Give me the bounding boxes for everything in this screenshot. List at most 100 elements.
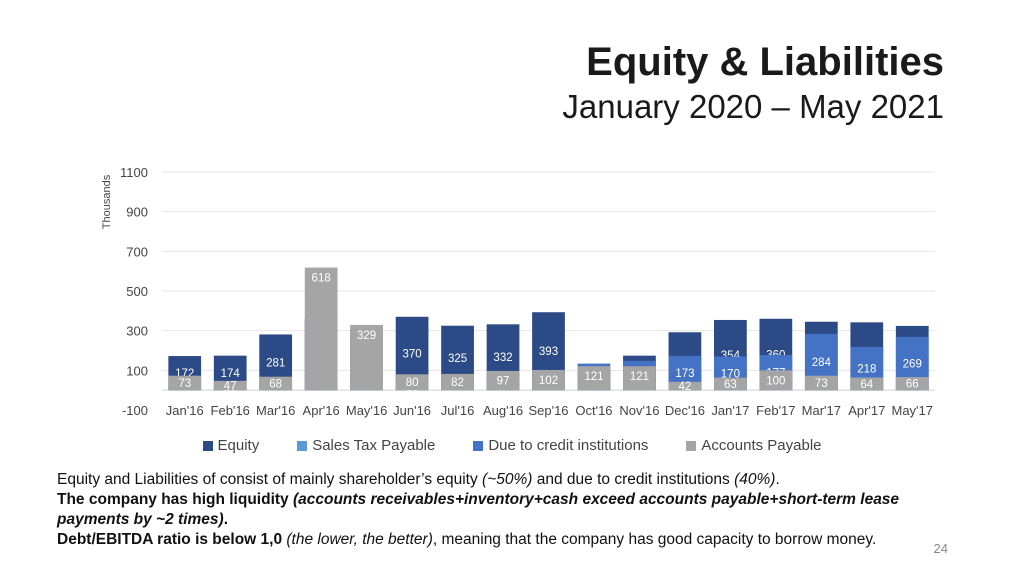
bar-segment-accounts-payable <box>168 375 202 391</box>
data-label: 332 <box>493 352 512 364</box>
y-tick-label: 700 <box>126 244 148 259</box>
page-number: 24 <box>933 541 948 556</box>
y-axis-label: Thousands <box>101 174 113 229</box>
data-label: 393 <box>539 346 558 358</box>
data-label: 42 <box>679 381 692 393</box>
note-text: The company has high liquidity <box>57 491 293 508</box>
gridlines <box>162 171 935 391</box>
bar-segment-accounts-payable <box>668 381 702 391</box>
bar-segment-accounts-payable <box>759 370 793 391</box>
bar-segment-accounts-payable <box>213 380 247 391</box>
x-tick-label: Sep'16 <box>528 403 568 418</box>
data-label: 66 <box>906 379 919 391</box>
note-text: and due to credit institutions <box>532 471 735 488</box>
data-label: 97 <box>497 376 510 388</box>
x-tick-label: Jan'17 <box>711 403 749 418</box>
x-tick-label: Jun'16 <box>393 403 431 418</box>
y-tick-label: 500 <box>126 284 148 299</box>
y-axis-ticks: -100 100 300 500 700 900 1100 <box>120 165 148 418</box>
bar-segment-accounts-payable <box>804 375 838 391</box>
bar-segment-accounts-payable <box>850 377 884 391</box>
data-label: 170 <box>721 368 740 380</box>
x-tick-label: May'16 <box>346 403 388 418</box>
bar-segment-accounts-payable <box>577 366 611 391</box>
note-text: . <box>223 511 229 528</box>
x-tick-label: Mar'17 <box>802 403 841 418</box>
note-line-1: Equity and Liabilities of consist of mai… <box>57 470 937 490</box>
x-tick-label: Dec'16 <box>665 403 705 418</box>
bars: 1721673174134728119683632061830616329370… <box>168 267 929 394</box>
data-label: 284 <box>812 357 832 369</box>
legend-label: Equity <box>217 437 260 454</box>
y-tick-label: 1100 <box>120 165 148 180</box>
data-label: 121 <box>584 371 603 383</box>
data-label: 80 <box>406 377 419 389</box>
bar-segment-accounts-payable <box>895 377 929 391</box>
data-label: 269 <box>903 358 922 370</box>
data-label: 329 <box>357 330 376 342</box>
legend-label: Sales Tax Payable <box>312 437 436 454</box>
x-tick-label: Mar'16 <box>256 403 295 418</box>
legend: Equity Sales Tax Payable Due to credit ins… <box>0 437 1024 454</box>
note-text: (accounts receivables+inventory+cash exc… <box>57 491 900 528</box>
bar-segment-accounts-payable <box>714 377 747 391</box>
legend-label: Accounts Payable <box>701 437 822 454</box>
legend-item: Sales Tax Payable <box>297 437 435 454</box>
bar-segment-accounts-payable <box>304 267 338 391</box>
legend-item: Accounts Payable <box>686 437 822 454</box>
x-axis-ticks: Jan'16 Feb'16 Mar'16 Apr'16 May'16 Jun'16 Jul'… <box>166 403 933 418</box>
x-tick-label: Apr'16 <box>303 403 340 418</box>
x-tick-label: Feb'16 <box>211 403 250 418</box>
note-line-2: The company has high liquidity (accounts… <box>57 490 937 530</box>
note-text: . <box>775 471 780 488</box>
bar-segment-accounts-payable <box>623 366 656 391</box>
data-label: 100 <box>766 375 785 387</box>
note-text: Equity and Liabilities of consist of mai… <box>57 471 483 488</box>
y-tick-label: 100 <box>126 363 148 378</box>
bar-segment-accounts-payable <box>486 370 520 391</box>
legend-swatch <box>202 440 213 451</box>
x-tick-label: Jul'16 <box>441 403 475 418</box>
legend-label: Due to credit institutions <box>488 437 649 454</box>
bar-segment-accounts-payable <box>395 374 429 391</box>
data-label: 73 <box>815 378 828 390</box>
slide-title: Equity & Liabilities <box>586 40 944 84</box>
data-label: 370 <box>402 348 421 360</box>
data-label: 218 <box>857 364 876 376</box>
bar-segment-accounts-payable <box>259 376 293 391</box>
note-text: (40%) <box>734 471 776 488</box>
data-label: 47 <box>224 381 237 393</box>
slide-subtitle: January 2020 – May 2021 <box>562 88 944 125</box>
bar-segment-accounts-payable <box>350 324 383 391</box>
y-tick-label: 900 <box>126 205 148 220</box>
data-label: 68 <box>269 378 282 390</box>
data-label: 173 <box>675 368 694 380</box>
note-text: , meaning that the company has good capa… <box>432 531 877 548</box>
note-line-3: Debt/EBITDA ratio is below 1,0 (the lowe… <box>57 530 937 550</box>
x-tick-label: Oct'16 <box>575 403 612 418</box>
x-tick-label: Nov'16 <box>619 403 659 418</box>
data-label: 281 <box>266 357 285 369</box>
data-label: 618 <box>312 273 331 285</box>
legend-swatch <box>473 440 484 451</box>
note-text: (the lower, the better) <box>286 531 433 548</box>
note-text: Debt/EBITDA ratio is below 1,0 <box>57 531 287 548</box>
data-label: 63 <box>724 379 737 391</box>
bar-segment-accounts-payable <box>532 369 565 391</box>
x-tick-label: Apr'17 <box>848 403 885 418</box>
data-label: 82 <box>451 377 464 389</box>
legend-swatch <box>297 440 308 451</box>
data-label: 64 <box>860 379 873 391</box>
note-text: (~50%) <box>482 471 533 488</box>
x-tick-label: Jan'16 <box>166 403 204 418</box>
data-label: 102 <box>539 375 558 387</box>
data-label: 174 <box>221 368 241 380</box>
x-tick-label: Feb'17 <box>756 403 795 418</box>
legend-swatch <box>686 440 697 451</box>
x-tick-label: May'17 <box>892 403 934 418</box>
data-label: 73 <box>178 378 191 390</box>
x-tick-label: Aug'16 <box>483 403 523 418</box>
y-tick-label: -100 <box>122 403 148 418</box>
legend-item: Due to credit institutions <box>473 437 648 454</box>
